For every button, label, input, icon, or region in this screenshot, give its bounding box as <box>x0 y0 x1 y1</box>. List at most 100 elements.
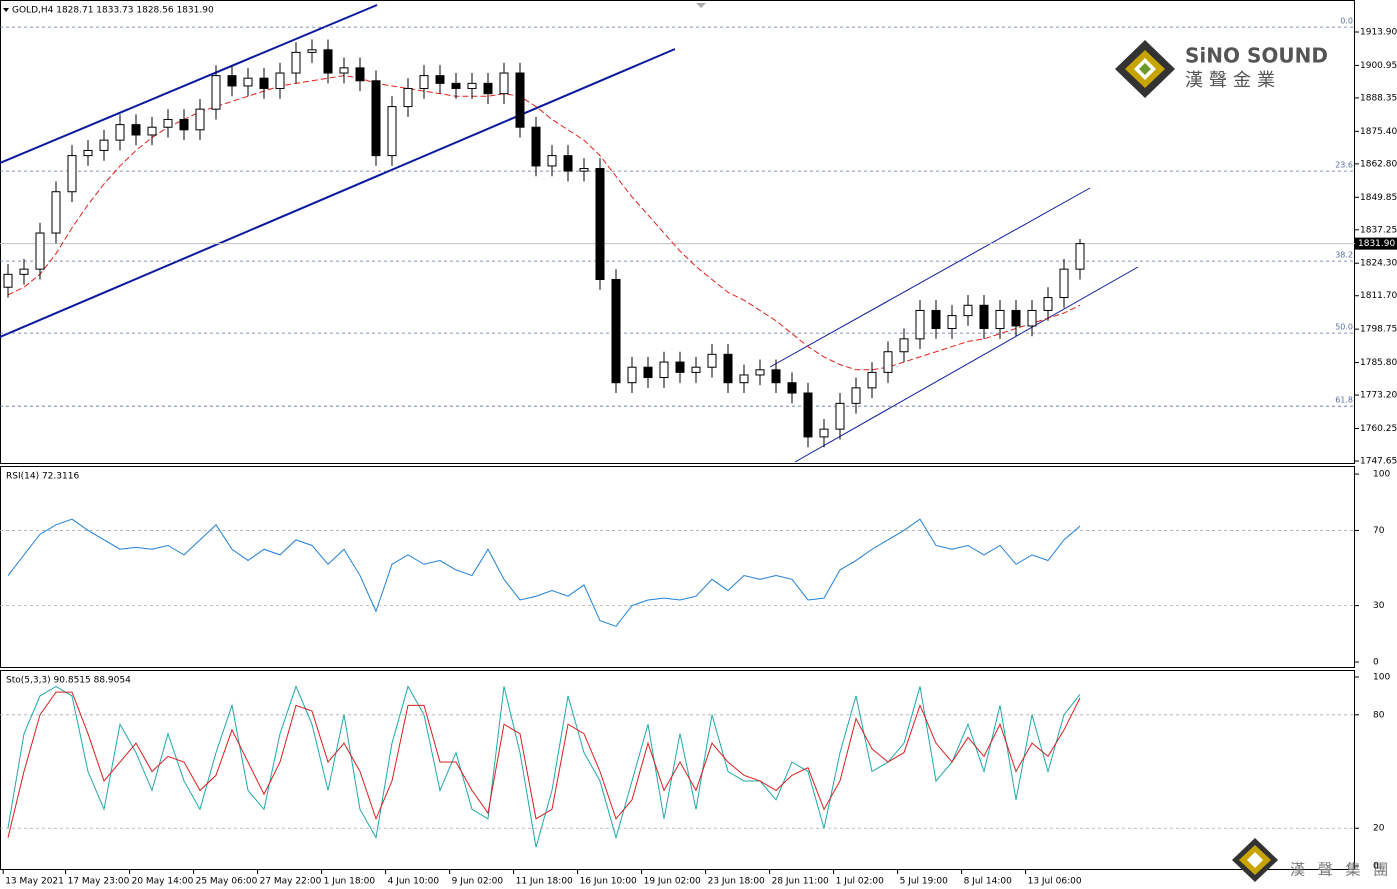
x-tick-label: 16 Jun 10:00 <box>580 877 637 887</box>
candle-body <box>1011 309 1021 327</box>
candle-body <box>611 278 621 384</box>
scroll-marker <box>696 3 706 8</box>
y-tick-label: 1849.85 <box>1360 193 1397 203</box>
candle-body <box>403 88 413 108</box>
moving-average <box>7 75 1081 371</box>
candle-body <box>851 387 861 404</box>
y-tick-label: 0 <box>1373 862 1379 872</box>
candle-body <box>435 75 445 84</box>
candle-body <box>323 49 333 74</box>
candle-body <box>835 402 845 430</box>
indicator-line <box>7 691 1081 838</box>
x-tick-label: 8 Jul 14:00 <box>964 877 1013 887</box>
candle-body <box>819 428 829 438</box>
candle-body <box>195 108 205 131</box>
candle-body <box>499 72 509 95</box>
current-price-box <box>1355 237 1397 250</box>
logo-chinese: 漢聲金業 <box>1185 70 1281 91</box>
y-tick-label: 1900.95 <box>1360 61 1397 71</box>
y-tick-label: 1837.25 <box>1360 225 1397 235</box>
y-tick-label: 1824.30 <box>1360 259 1397 269</box>
candle-body <box>243 77 253 87</box>
candle-body <box>563 155 573 172</box>
candle-body <box>787 382 797 394</box>
candle-body <box>67 155 77 193</box>
y-tick-label: 20 <box>1373 824 1385 834</box>
candle-body <box>467 82 477 90</box>
candle-body <box>803 392 813 438</box>
candle-body <box>371 80 381 157</box>
indicator-line <box>7 518 1081 627</box>
y-tick-label: 1798.75 <box>1360 325 1397 335</box>
footer-logo-text: 漢 聲 集 團 <box>1290 861 1392 879</box>
price-panel <box>0 0 1355 464</box>
y-tick-label: 100 <box>1373 672 1390 682</box>
candle-body <box>643 366 653 379</box>
x-tick-label: 1 Jul 02:00 <box>836 877 885 887</box>
channel-line <box>0 48 676 338</box>
candle-body <box>1043 297 1053 311</box>
candle-body <box>131 124 141 136</box>
candle-body <box>675 361 685 373</box>
candle-body <box>963 304 973 317</box>
indicator-line <box>7 685 1081 848</box>
x-tick-label: 25 May 06:00 <box>196 877 258 887</box>
candle-body <box>547 155 557 167</box>
candle-body <box>659 361 669 379</box>
level-label: 0.0 <box>1340 17 1353 26</box>
candle-body <box>867 371 877 389</box>
candle-body <box>1075 243 1085 270</box>
channel-line <box>769 187 1091 368</box>
candle-body <box>163 118 173 128</box>
candle-body <box>115 124 125 141</box>
x-tick-label: 4 Jun 10:00 <box>388 877 440 887</box>
y-tick-label: 100 <box>1373 470 1390 480</box>
candle-body <box>275 72 285 90</box>
symbol-arrow <box>3 8 9 12</box>
panel-title: RSI(14) 72.3116 <box>6 472 79 482</box>
stoch-panel <box>0 670 1355 870</box>
candle-body <box>307 49 317 53</box>
candle-body <box>915 309 925 340</box>
candle-body <box>595 168 605 280</box>
y-tick-label: 80 <box>1373 710 1385 720</box>
y-tick-label: 1862.80 <box>1360 159 1397 169</box>
candle-body <box>1059 268 1069 299</box>
candle-body <box>931 309 941 330</box>
level-label: 50.0 <box>1335 323 1353 332</box>
level-label: 61.8 <box>1335 396 1353 405</box>
candle-body <box>899 338 909 353</box>
candle-body <box>771 369 781 384</box>
candle-body <box>3 273 13 288</box>
x-tick-label: 13 Jul 06:00 <box>1028 877 1082 887</box>
footer-logo-icon <box>1232 838 1278 882</box>
candle-body <box>339 67 349 74</box>
candle-body <box>355 67 365 82</box>
x-tick-label: 9 Jun 02:00 <box>452 877 504 887</box>
x-tick-label: 20 May 14:00 <box>132 877 194 887</box>
candle-body <box>19 268 29 275</box>
candle-body <box>35 232 45 270</box>
candle-body <box>947 315 957 330</box>
candle-body <box>387 106 397 157</box>
candle-body <box>979 304 989 330</box>
y-tick-label: 1913.90 <box>1360 28 1397 38</box>
panel-title: Sto(5,3,3) 90.8515 88.9054 <box>6 676 131 686</box>
y-tick-label: 1760.25 <box>1360 424 1397 434</box>
candle-body <box>515 72 525 128</box>
candle-body <box>451 82 461 90</box>
candle-body <box>707 353 717 368</box>
candle-body <box>147 126 157 136</box>
y-tick-label: 1875.40 <box>1360 127 1397 137</box>
y-tick-label: 0 <box>1373 657 1379 667</box>
x-tick-label: 11 Jun 18:00 <box>516 877 573 887</box>
candle-body <box>995 309 1005 330</box>
y-tick-label: 1773.20 <box>1360 391 1397 401</box>
candle-body <box>483 82 493 95</box>
panel-title: GOLD,H4 1828.71 1833.73 1828.56 1831.90 <box>12 6 214 16</box>
candle-body <box>883 351 893 373</box>
x-tick-label: 5 Jul 19:00 <box>900 877 949 887</box>
level-label: 23.6 <box>1335 161 1353 170</box>
candle-body <box>579 168 589 172</box>
